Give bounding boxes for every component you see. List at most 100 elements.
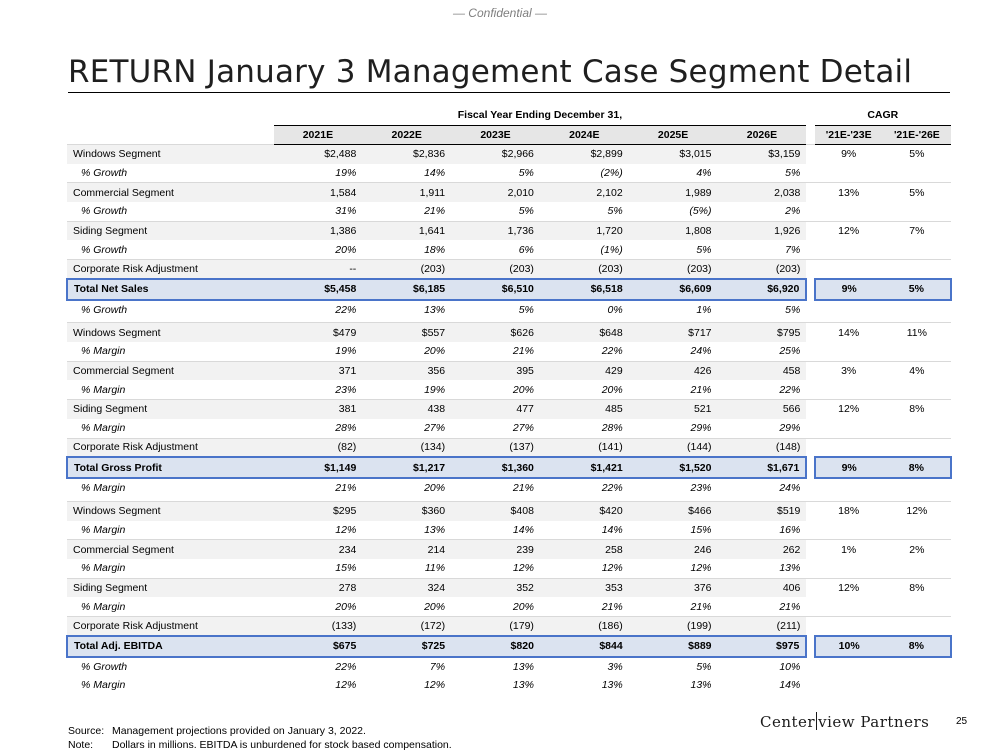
value-cell: (203): [539, 258, 629, 279]
cagr-cell: 7%: [882, 220, 951, 241]
cagr-cell: [814, 615, 883, 636]
value-cell: $1,360: [451, 456, 540, 480]
cagr-cell: [883, 419, 951, 438]
year-header: 2025E: [628, 125, 718, 145]
value-cell: (186): [539, 615, 629, 636]
cagr-cell: 4%: [882, 360, 951, 381]
value-cell: $717: [628, 322, 718, 343]
percent-row: % Growth 20% 18% 6% (1%) 5% 7%: [67, 240, 951, 259]
year-header: 2024E: [539, 125, 629, 145]
value-cell: $975: [717, 634, 808, 658]
value-cell: $820: [451, 634, 540, 658]
value-cell: 5%: [518, 303, 534, 316]
value-cell: $2,966: [451, 143, 540, 164]
row-label: % Growth: [81, 660, 128, 673]
cagr-cell: 18%: [814, 500, 883, 521]
segment-row: Corporate Risk Adjustment (133) (172) (179)…: [67, 615, 951, 636]
row-label: % Margin: [81, 345, 126, 358]
row-label: % Margin: [81, 523, 126, 536]
cagr-cell: [815, 240, 883, 259]
value-cell: 376: [628, 577, 718, 598]
cagr-cell: [883, 380, 951, 399]
value-cell: 13%: [424, 303, 446, 316]
value-cell: (133): [273, 615, 363, 636]
value-cell: 12%: [512, 562, 534, 575]
value-cell: 1,911: [362, 182, 452, 202]
value-cell: (144): [628, 437, 718, 458]
cagr-cell: 5%: [882, 277, 953, 301]
value-cell: $466: [628, 500, 718, 521]
value-cell: 371: [273, 360, 363, 381]
cagr-cell: [883, 300, 951, 319]
cagr-cell: [883, 559, 951, 578]
value-cell: 23%: [690, 482, 712, 495]
cagr-cell: [883, 521, 951, 540]
segment-row: Windows Segment $2,488 $2,836 $2,966 $2,899 $…: [67, 143, 951, 164]
row-label: Total Adj. EBITDA: [66, 634, 274, 658]
value-cell: 1%: [696, 303, 712, 316]
value-cell: 521: [628, 399, 718, 419]
segment-row: Siding Segment 381 438 477 485 521 566 12% 8%: [67, 399, 951, 419]
value-cell: 12%: [335, 679, 357, 692]
value-cell: 239: [451, 539, 540, 559]
value-cell: $5,458: [273, 277, 363, 301]
value-cell: $360: [362, 500, 452, 521]
value-cell: 13%: [424, 523, 446, 536]
cagr-cell: [815, 419, 883, 438]
value-cell: 0%: [607, 303, 623, 316]
row-label: Windows Segment: [67, 322, 274, 343]
value-cell: 12%: [424, 679, 446, 692]
value-cell: 2,102: [539, 182, 629, 202]
value-cell: $675: [273, 634, 363, 658]
source-label: Source:: [68, 725, 105, 737]
value-cell: 15%: [690, 523, 712, 536]
cagr-cell: [883, 342, 951, 361]
segment-detail-table: Fiscal Year Ending December 31, CAGR 202…: [66, 106, 953, 695]
cagr-cell: [883, 202, 951, 221]
value-cell: $1,520: [628, 456, 718, 480]
value-cell: 20%: [512, 600, 534, 613]
value-cell: $557: [362, 322, 452, 343]
value-cell: 22%: [601, 345, 623, 358]
percent-row: % Growth 19% 14% 5% (2%) 4% 5%: [67, 164, 951, 183]
value-cell: 6%: [518, 243, 534, 256]
value-cell: 29%: [779, 422, 801, 435]
value-cell: 24%: [779, 482, 801, 495]
logo-divider: [816, 712, 818, 730]
value-cell: $1,671: [717, 456, 808, 480]
value-cell: 13%: [512, 679, 534, 692]
row-label: Total Gross Profit: [66, 456, 274, 480]
row-label: % Growth: [81, 243, 128, 256]
cagr-cell: [882, 615, 951, 636]
value-cell: $479: [273, 322, 363, 343]
value-cell: 21%: [512, 345, 534, 358]
segment-row: Corporate Risk Adjustment (82) (134) (137)(…: [67, 437, 951, 458]
value-cell: 1,808: [628, 220, 718, 241]
value-cell: $3,015: [628, 143, 718, 164]
row-label: Windows Segment: [67, 143, 274, 164]
value-cell: $408: [451, 500, 540, 521]
cagr-cell: [815, 597, 883, 616]
row-label: Corporate Risk Adjustment: [67, 437, 274, 458]
value-cell: $725: [362, 634, 452, 658]
value-cell: 23%: [335, 383, 357, 396]
year-header: 2022E: [362, 125, 452, 145]
value-cell: 15%: [335, 562, 357, 575]
value-cell: 21%: [690, 600, 712, 613]
value-cell: 14%: [601, 523, 623, 536]
segment-row: Commercial Segment 371 356 395 429 426 458 3% 4%: [67, 360, 951, 381]
cagr-cell: 3%: [814, 360, 883, 381]
year-header: 2023E: [451, 125, 540, 145]
value-cell: $626: [451, 322, 540, 343]
value-cell: 2%: [785, 205, 801, 218]
value-cell: 29%: [690, 422, 712, 435]
row-label: % Growth: [81, 303, 128, 316]
fiscal-year-header: Fiscal Year Ending December 31,: [273, 106, 807, 126]
row-label: % Growth: [81, 205, 128, 218]
value-cell: $6,510: [451, 277, 540, 301]
row-label: Commercial Segment: [67, 360, 274, 381]
year-header: 2026E: [717, 125, 807, 145]
value-cell: 4%: [696, 166, 712, 179]
percent-row: % Margin 15% 11% 12% 12% 12% 13%: [67, 559, 951, 578]
value-cell: 14%: [424, 166, 446, 179]
